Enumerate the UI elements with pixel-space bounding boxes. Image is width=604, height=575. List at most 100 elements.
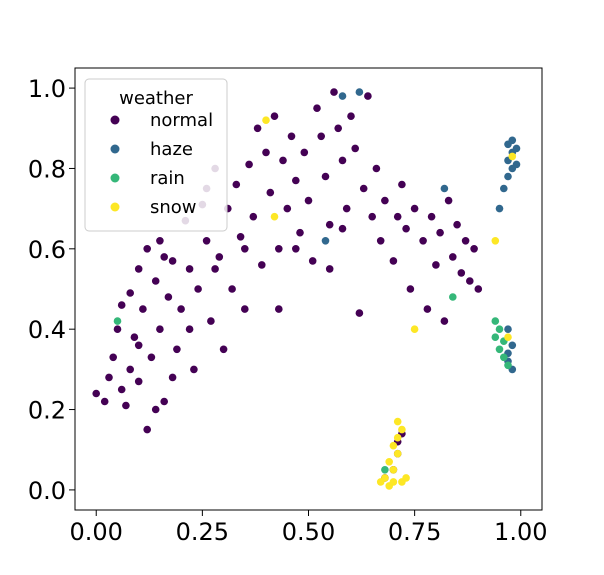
y-tick-label: 0.2 xyxy=(28,397,66,425)
legend-marker-normal xyxy=(110,115,120,125)
legend-label-snow: snow xyxy=(150,197,197,218)
point-normal xyxy=(249,212,258,221)
point-normal xyxy=(436,228,444,237)
point-snow xyxy=(504,333,512,342)
point-normal xyxy=(296,228,304,237)
point-normal xyxy=(410,204,419,213)
point-snow xyxy=(262,116,270,124)
point-normal xyxy=(304,196,313,205)
x-tick-label: 0.50 xyxy=(282,518,335,546)
point-normal xyxy=(117,301,126,309)
point-normal xyxy=(393,212,402,221)
point-normal xyxy=(287,132,296,141)
point-rain xyxy=(449,293,457,301)
legend-title: weather xyxy=(119,88,193,109)
point-normal xyxy=(270,112,279,120)
point-normal xyxy=(419,237,427,245)
point-normal xyxy=(372,164,381,173)
point-normal xyxy=(173,345,181,354)
point-normal xyxy=(461,237,470,245)
point-haze xyxy=(504,325,512,334)
point-normal xyxy=(381,196,389,205)
point-normal xyxy=(266,188,275,197)
point-snow xyxy=(508,152,517,161)
point-normal xyxy=(432,261,440,269)
point-normal xyxy=(308,257,317,265)
point-snow xyxy=(376,478,385,486)
point-normal xyxy=(211,265,219,273)
point-haze xyxy=(504,172,512,181)
point-normal xyxy=(292,176,300,185)
point-haze xyxy=(512,144,521,153)
point-snow xyxy=(393,417,402,426)
points-layer xyxy=(92,88,521,490)
point-normal xyxy=(202,237,211,245)
y-tick-label: 0.4 xyxy=(28,316,66,344)
point-normal xyxy=(338,224,347,233)
x-tick-label: 0.00 xyxy=(70,518,123,546)
point-normal xyxy=(139,305,147,313)
point-normal xyxy=(190,365,198,374)
point-normal xyxy=(219,345,228,354)
point-normal xyxy=(134,341,143,350)
point-normal xyxy=(164,293,173,301)
point-snow xyxy=(393,449,402,458)
point-normal xyxy=(228,285,236,293)
point-haze xyxy=(338,92,347,100)
point-snow xyxy=(389,478,398,486)
point-normal xyxy=(207,317,215,325)
point-rain xyxy=(381,466,389,474)
point-normal xyxy=(351,144,360,153)
point-normal xyxy=(156,237,164,245)
point-normal xyxy=(279,156,287,165)
point-snow xyxy=(389,441,398,450)
point-rain xyxy=(491,333,500,342)
point-normal xyxy=(177,305,185,313)
x-axis: 0.00 0.25 0.50 0.75 1.00 xyxy=(70,510,547,546)
point-normal xyxy=(444,196,453,205)
point-snow xyxy=(270,212,279,221)
point-normal xyxy=(245,160,253,169)
point-snow xyxy=(389,466,398,474)
point-normal xyxy=(427,212,436,221)
legend-marker-haze xyxy=(110,144,120,154)
point-normal xyxy=(122,401,130,410)
point-rain xyxy=(495,325,504,334)
point-rain xyxy=(491,317,500,325)
legend-box xyxy=(84,78,228,232)
point-normal xyxy=(440,317,449,325)
point-normal xyxy=(453,220,461,229)
legend-marker-rain xyxy=(110,173,120,183)
point-normal xyxy=(292,245,300,253)
x-tick-label: 1.00 xyxy=(494,518,547,546)
point-rain xyxy=(500,353,508,362)
point-normal xyxy=(389,257,398,265)
y-axis: 0.0 0.2 0.4 0.6 0.8 1.0 xyxy=(28,75,75,505)
point-normal xyxy=(241,245,249,253)
point-haze xyxy=(440,184,449,193)
point-normal xyxy=(109,353,117,362)
point-normal xyxy=(156,325,164,334)
point-normal xyxy=(215,253,224,261)
x-tick-label: 0.25 xyxy=(176,518,229,546)
point-normal xyxy=(168,257,177,265)
point-normal xyxy=(355,309,364,317)
point-normal xyxy=(325,220,334,229)
point-normal xyxy=(313,104,321,112)
point-normal xyxy=(406,285,415,293)
point-normal xyxy=(232,180,241,189)
point-normal xyxy=(185,265,194,273)
point-haze xyxy=(508,341,517,350)
point-normal xyxy=(262,148,270,157)
point-normal xyxy=(134,377,143,386)
point-normal xyxy=(126,365,134,374)
point-normal xyxy=(160,253,168,261)
point-normal xyxy=(321,172,330,181)
point-normal xyxy=(117,385,126,394)
point-normal xyxy=(364,92,372,100)
point-normal xyxy=(194,285,202,293)
point-snow xyxy=(402,474,410,482)
y-tick-label: 0.0 xyxy=(28,477,66,505)
point-rain xyxy=(113,317,122,325)
point-normal xyxy=(376,237,385,245)
